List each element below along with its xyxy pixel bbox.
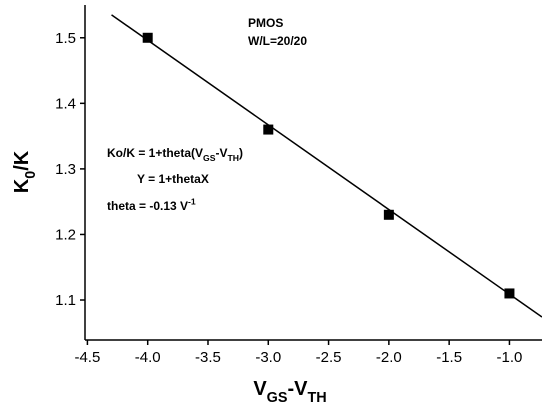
y-tick-label: 1.5 [55, 30, 76, 47]
y-tick-label: 1.3 [55, 161, 76, 178]
y-tick-label: 1.1 [55, 292, 76, 309]
text-segment: 0 [23, 171, 39, 179]
x-tick-label: -1.5 [436, 349, 462, 366]
x-tick-label: -4.5 [74, 349, 100, 366]
x-tick-label: -4.0 [135, 349, 161, 366]
text-segment: TH [228, 153, 240, 163]
text-segment: ) [239, 146, 243, 160]
text-segment: -1 [188, 197, 196, 207]
text-segment: theta = -0.13 V [107, 199, 188, 213]
annotation: theta = -0.13 V-1 [107, 197, 196, 213]
text-segment: W/L=20/20 [248, 34, 307, 48]
x-tick-label: -2.0 [376, 349, 402, 366]
text-segment: V [253, 378, 267, 400]
text-segment: -V [216, 146, 228, 160]
x-tick-label: -2.5 [316, 349, 342, 366]
text-segment: PMOS [248, 16, 283, 30]
annotation: Y = 1+thetaX [137, 172, 209, 186]
text-segment: -V [287, 378, 308, 400]
text-segment: GS [203, 153, 216, 163]
text-segment: K [11, 178, 33, 193]
x-axis-label: VGS-VTH [253, 378, 326, 406]
annotation: PMOS [248, 16, 283, 30]
data-point [383, 209, 394, 220]
x-tick-label: -3.5 [195, 349, 221, 366]
text-segment: /K [11, 150, 33, 171]
text-segment: GS [267, 390, 288, 406]
y-tick-label: 1.2 [55, 226, 76, 243]
text-segment: TH [307, 390, 326, 406]
text-segment: Y = 1+thetaX [137, 172, 209, 186]
annotation: Ko/K = 1+theta(VGS-VTH) [107, 146, 243, 163]
fit-line [111, 14, 542, 318]
x-tick-label: -1.0 [497, 349, 523, 366]
y-axis-label: K0/K [11, 150, 39, 193]
annotation: W/L=20/20 [248, 34, 307, 48]
x-tick-label: -3.0 [255, 349, 281, 366]
text-segment: Ko/K = 1+theta(V [107, 146, 203, 160]
y-tick-label: 1.4 [55, 95, 76, 112]
data-point [142, 32, 153, 43]
data-point [263, 124, 274, 135]
